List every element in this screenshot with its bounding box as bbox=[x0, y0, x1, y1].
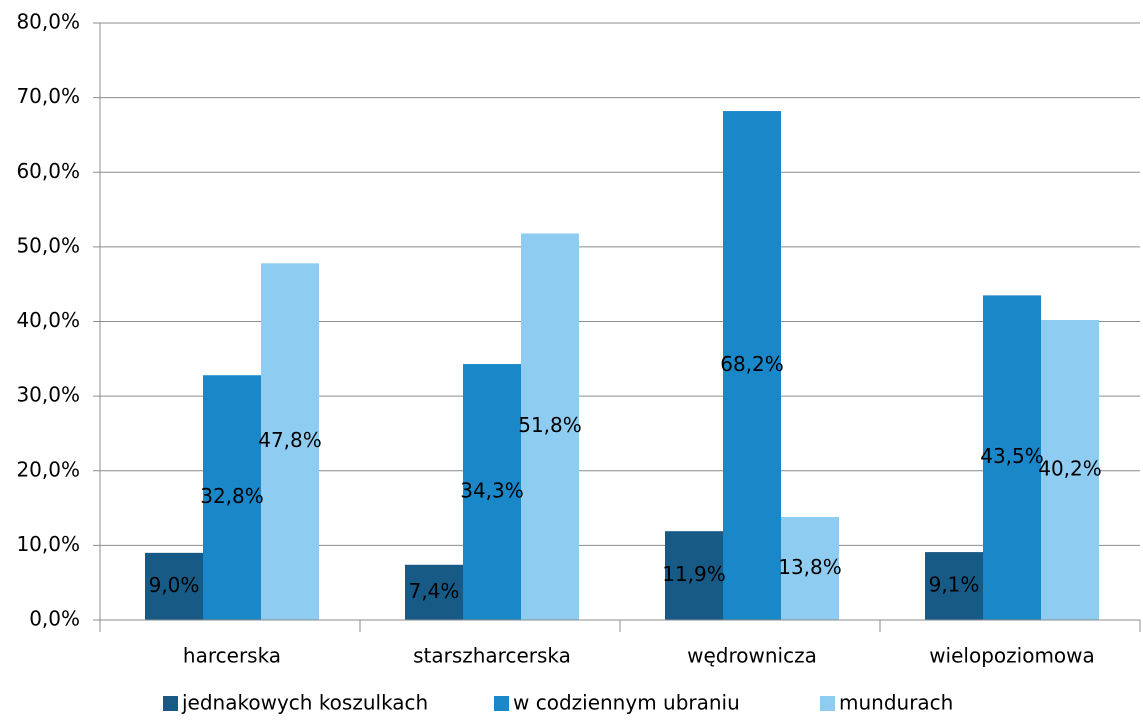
data-label: 47,8% bbox=[258, 428, 322, 452]
data-label: 9,1% bbox=[929, 573, 980, 597]
bar bbox=[1041, 320, 1099, 620]
data-label: 13,8% bbox=[778, 555, 842, 579]
bar bbox=[983, 295, 1041, 620]
bar bbox=[145, 552, 203, 620]
y-tick-label: 50,0% bbox=[16, 233, 80, 257]
x-tick-label: starszharcerska bbox=[413, 644, 571, 668]
bar bbox=[405, 564, 463, 620]
bar bbox=[925, 552, 983, 620]
y-tick-label: 70,0% bbox=[16, 84, 80, 108]
bar bbox=[723, 111, 781, 621]
legend-label: w codziennym ubraniu bbox=[513, 691, 740, 715]
data-label: 51,8% bbox=[518, 413, 582, 437]
data-label: 32,8% bbox=[200, 484, 264, 508]
bar bbox=[463, 364, 521, 620]
x-tick-label: wielopoziomowa bbox=[929, 644, 1095, 668]
bar bbox=[521, 233, 579, 620]
y-tick-label: 0,0% bbox=[29, 607, 80, 631]
y-tick-label: 30,0% bbox=[16, 383, 80, 407]
data-label: 43,5% bbox=[980, 444, 1044, 468]
y-tick-label: 20,0% bbox=[16, 457, 80, 481]
data-label: 34,3% bbox=[460, 479, 524, 503]
y-tick-label: 80,0% bbox=[16, 10, 80, 34]
legend-swatch bbox=[820, 696, 835, 711]
legend-label: mundurach bbox=[839, 691, 953, 715]
y-tick-label: 10,0% bbox=[16, 532, 80, 556]
legend-swatch bbox=[494, 696, 509, 711]
data-label: 7,4% bbox=[409, 579, 460, 603]
y-tick-label: 60,0% bbox=[16, 159, 80, 183]
x-tick-label: wędrownicza bbox=[687, 644, 817, 668]
bar bbox=[781, 517, 839, 620]
data-label: 11,9% bbox=[662, 562, 726, 586]
bar bbox=[665, 531, 723, 620]
bar bbox=[203, 375, 261, 620]
data-label: 9,0% bbox=[149, 573, 200, 597]
y-tick-label: 40,0% bbox=[16, 308, 80, 332]
data-label: 68,2% bbox=[720, 352, 784, 376]
legend-swatch bbox=[163, 696, 178, 711]
x-tick-label: harcerska bbox=[183, 644, 281, 668]
bar bbox=[261, 263, 319, 620]
data-label: 40,2% bbox=[1038, 457, 1102, 481]
legend-label: jednakowych koszulkach bbox=[181, 691, 428, 715]
